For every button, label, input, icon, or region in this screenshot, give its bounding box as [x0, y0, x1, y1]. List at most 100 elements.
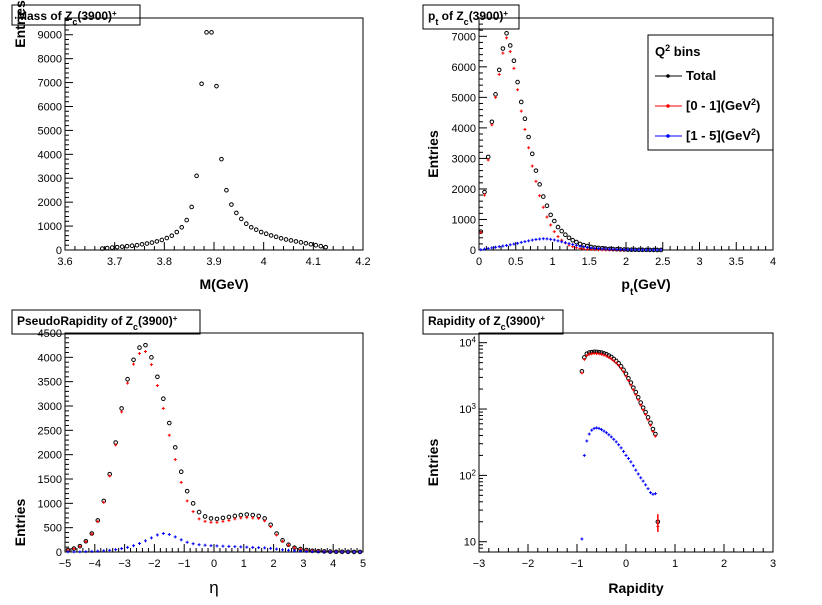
data-point	[534, 237, 538, 241]
data-point	[556, 239, 560, 243]
data-point	[552, 218, 557, 224]
chart-mass: Mass of Zc(3900)+ 3.6 3.7 3.8 3.9 4 4.1 4.2 0 100…	[11, 0, 371, 292]
data-point	[257, 516, 261, 520]
data-point	[522, 116, 528, 122]
data-point	[527, 146, 531, 150]
data-point	[511, 58, 517, 64]
data-point	[530, 164, 534, 168]
data-point	[134, 242, 140, 248]
data-point	[585, 245, 589, 249]
x-tick-label: 3.8	[157, 256, 172, 268]
data-point	[208, 516, 214, 521]
data-point	[185, 540, 189, 544]
data-point	[534, 179, 538, 183]
data-point	[126, 381, 130, 385]
data-point	[125, 376, 130, 382]
data-point	[637, 248, 641, 252]
data-point	[248, 224, 254, 230]
data-point	[614, 440, 618, 444]
data-point	[340, 550, 344, 554]
data-point	[313, 242, 319, 248]
data-point	[611, 247, 615, 251]
x-tick-label: −5	[59, 558, 72, 570]
data-point	[358, 550, 362, 554]
x-tick-label: 4	[330, 558, 336, 570]
data-point	[323, 244, 329, 250]
x-tick-label: 1	[241, 558, 247, 570]
legend: Q2 bins Total [0 - 1](GeV2) [1 - 5](GeV2)	[647, 34, 774, 151]
data-point	[190, 501, 196, 506]
data-point	[292, 546, 296, 550]
data-point	[219, 156, 224, 162]
data-point	[227, 544, 231, 548]
data-point	[631, 388, 635, 392]
data-point	[574, 239, 579, 245]
data-point	[298, 240, 304, 245]
data-point	[646, 487, 650, 491]
data-point	[72, 547, 76, 551]
data-point	[483, 193, 487, 197]
data-point	[143, 539, 147, 543]
data-point	[357, 549, 363, 555]
legend-box	[647, 34, 774, 151]
data-point	[607, 355, 611, 359]
data-point	[505, 243, 509, 247]
y-axis-label: Entries	[425, 130, 441, 178]
data-point	[104, 245, 110, 251]
data-point	[244, 512, 250, 517]
y-tick-label: 5000	[38, 125, 62, 137]
data-point	[593, 246, 597, 250]
data-point	[482, 189, 487, 195]
data-point	[612, 437, 616, 441]
data-point	[197, 517, 201, 521]
data-point	[512, 242, 516, 246]
data-point	[138, 351, 141, 355]
x-tick-label: −3	[473, 558, 486, 570]
data-point	[631, 464, 635, 468]
x-tick-label: 2	[623, 256, 629, 268]
data-point	[634, 393, 638, 397]
data-point	[537, 182, 542, 187]
chart-rapidity: Rapidity of Zc(3900)+ −3 −2 −1 0 1 2 3 10 102 103 1…	[422, 309, 776, 596]
data-point	[496, 67, 502, 73]
x-tick-label: 3	[770, 558, 776, 570]
data-point	[497, 72, 501, 76]
data-point	[281, 539, 285, 543]
data-point	[258, 229, 264, 235]
data-point	[226, 514, 232, 520]
data-point	[614, 361, 618, 365]
data-point	[501, 51, 505, 55]
data-point	[538, 237, 542, 241]
data-point	[652, 248, 656, 252]
data-point	[615, 247, 619, 251]
series-0	[99, 30, 329, 251]
plot-frame	[478, 332, 774, 553]
legend-entry: Total	[686, 68, 716, 83]
data-point	[90, 549, 94, 553]
data-point	[269, 546, 273, 550]
y-tick-label: 3000	[38, 401, 62, 413]
data-point	[505, 36, 509, 40]
x-tick-label: 4.1	[306, 256, 321, 268]
data-point	[352, 550, 356, 554]
legend-title: Q2 bins	[655, 43, 700, 59]
data-point	[544, 203, 550, 209]
data-point	[560, 240, 564, 244]
data-point	[633, 248, 637, 252]
data-point	[516, 88, 520, 92]
x-tick-label: 3.9	[206, 256, 221, 268]
data-point	[346, 550, 350, 554]
y-tick-label: 10	[464, 537, 476, 549]
data-point	[234, 210, 239, 216]
data-point	[263, 546, 267, 550]
data-point	[66, 550, 70, 554]
data-point	[251, 545, 255, 549]
data-point	[622, 370, 626, 374]
data-point	[203, 519, 207, 523]
x-tick-label: 0	[211, 558, 217, 570]
y-tick-label: 500	[44, 523, 62, 535]
data-point	[239, 545, 243, 549]
data-point	[653, 434, 657, 438]
data-point	[549, 223, 553, 227]
data-point	[233, 517, 237, 521]
